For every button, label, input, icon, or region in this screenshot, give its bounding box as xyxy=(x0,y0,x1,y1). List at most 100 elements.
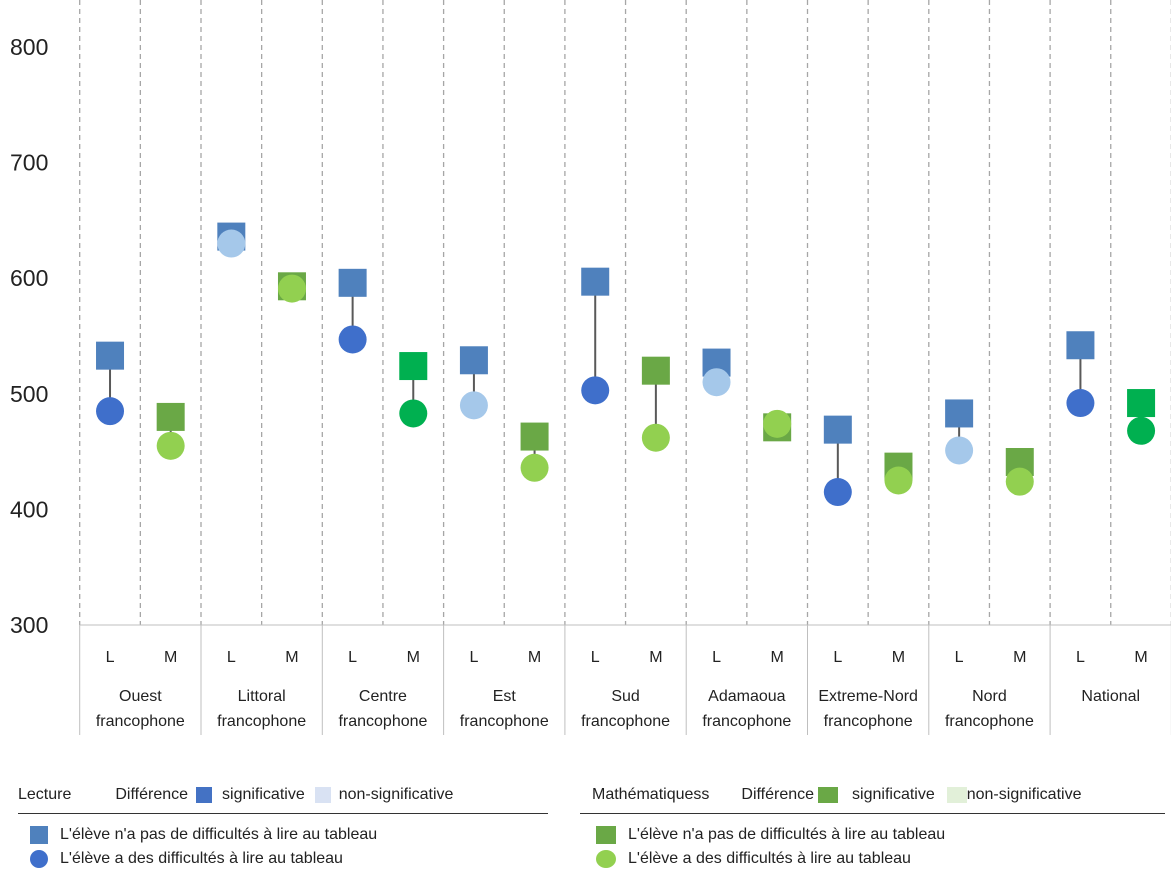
lecture-sans-difficulte-marker xyxy=(823,415,852,444)
math-avec-difficulte-marker xyxy=(156,431,185,460)
subject-tick-label: M xyxy=(1013,649,1026,666)
math-avec-difficulte-marker xyxy=(884,466,913,495)
legend-square-icon xyxy=(30,826,48,844)
legend-math-nonsig-swatch xyxy=(946,787,967,803)
legend-math-nonsig-label: non-significative xyxy=(966,786,1082,803)
math-sans-difficulte-marker xyxy=(641,356,670,385)
math-avec-difficulte-marker xyxy=(277,274,306,303)
grid-lines xyxy=(79,0,1171,625)
math-sans-difficulte-marker xyxy=(399,352,428,381)
region-label-line2: francophone xyxy=(702,713,791,730)
region-label-line2: francophone xyxy=(217,713,306,730)
lecture-avec-difficulte-marker xyxy=(459,391,488,420)
y-tick-label: 300 xyxy=(10,612,48,638)
lecture-avec-difficulte-marker xyxy=(217,229,246,258)
lecture-avec-difficulte-marker xyxy=(823,478,852,507)
legend-math-header: Mathématiquess Différence significative … xyxy=(592,786,1081,804)
region-label: Est xyxy=(493,688,517,705)
subject-tick-label: M xyxy=(164,649,177,666)
lecture-sans-difficulte-marker xyxy=(459,346,488,375)
math-sans-difficulte-marker xyxy=(156,402,185,431)
subject-tick-label: M xyxy=(285,649,298,666)
legend-lecture-nonsig-swatch xyxy=(314,787,331,803)
legend-lecture-nonsig-label: non-significative xyxy=(338,786,454,803)
lecture-sans-difficulte-marker xyxy=(1066,331,1095,360)
x-axis: L M Ouest francophone L M Littoral francophone L… xyxy=(79,624,1171,735)
lecture-sans-difficulte-marker xyxy=(581,267,610,296)
region-label: Centre xyxy=(359,688,407,705)
math-sans-difficulte-marker xyxy=(1127,389,1156,418)
math-avec-difficulte-marker xyxy=(1005,467,1034,496)
legend-lecture-avec-label: L'élève a des difficultés à lire au tabl… xyxy=(60,850,343,867)
subject-tick-label: L xyxy=(591,649,600,666)
region-label: Littoral xyxy=(238,688,286,705)
legend-lecture-sig-swatch xyxy=(196,787,213,803)
legend-math-sans: L'élève n'a pas de difficultés à lire au… xyxy=(596,826,945,844)
legend-math-sans-label: L'élève n'a pas de difficultés à lire au… xyxy=(628,826,946,843)
lecture-avec-difficulte-marker xyxy=(338,325,367,354)
lecture-avec-difficulte-marker xyxy=(702,368,731,397)
subject-tick-label: L xyxy=(955,649,964,666)
legend-math-difference: Différence xyxy=(741,786,815,803)
y-tick-label: 400 xyxy=(10,496,48,522)
lecture-avec-difficulte-marker xyxy=(1066,389,1095,418)
legend-math-avec-label: L'élève a des difficultés à lire au tabl… xyxy=(628,850,911,867)
math-avec-difficulte-marker xyxy=(641,423,670,452)
legend-circle-icon xyxy=(596,850,616,868)
region-label-line2: francophone xyxy=(460,713,549,730)
subject-tick-label: L xyxy=(469,649,478,666)
region-label-line2: francophone xyxy=(945,713,1034,730)
region-label-line2: francophone xyxy=(824,713,913,730)
y-tick-label: 500 xyxy=(10,381,48,407)
legend-lecture-sans-label: L'élève n'a pas de difficultés à lire au… xyxy=(60,826,378,843)
legend-lecture-divider xyxy=(18,813,548,814)
math-avec-difficulte-marker xyxy=(520,453,549,482)
subject-tick-label: M xyxy=(528,649,541,666)
subject-tick-label: L xyxy=(1076,649,1085,666)
legend-lecture-header: Lecture Différence significative non-sig… xyxy=(18,786,453,804)
legend-math-sig-label: significative xyxy=(852,786,935,803)
y-tick-label: 800 xyxy=(10,34,48,60)
y-axis: 300 400 500 600 700 800 xyxy=(10,34,48,638)
region-label-line2: francophone xyxy=(338,713,427,730)
lecture-sans-difficulte-marker xyxy=(945,399,974,428)
legend-lecture-difference: Différence xyxy=(115,786,189,803)
legend-math-sig-swatch xyxy=(818,787,839,803)
subject-tick-label: M xyxy=(407,649,420,666)
region-label: Ouest xyxy=(119,688,162,705)
region-label: National xyxy=(1081,688,1140,705)
legend-lecture-title: Lecture xyxy=(18,786,72,803)
subject-tick-label: M xyxy=(1134,649,1147,666)
math-sans-difficulte-marker xyxy=(520,422,549,451)
math-avec-difficulte-marker xyxy=(763,409,792,438)
lecture-avec-difficulte-marker xyxy=(945,436,974,465)
lecture-sans-difficulte-marker xyxy=(338,268,367,297)
region-label: Sud xyxy=(611,688,639,705)
lecture-avec-difficulte-marker xyxy=(581,376,610,405)
subject-tick-label: M xyxy=(771,649,784,666)
legend-square-icon xyxy=(596,826,616,844)
y-tick-label: 600 xyxy=(10,265,48,291)
legend-lecture-sig-label: significative xyxy=(222,786,305,803)
math-avec-difficulte-marker xyxy=(399,399,428,428)
region-label: Extreme-Nord xyxy=(818,688,918,705)
legend-math-avec: L'élève a des difficultés à lire au tabl… xyxy=(596,850,911,868)
subject-tick-label: L xyxy=(833,649,842,666)
subject-tick-label: M xyxy=(892,649,905,666)
legend-math-title: Mathématiquess xyxy=(592,786,710,803)
subject-tick-label: L xyxy=(348,649,357,666)
region-label-line2: francophone xyxy=(96,713,185,730)
legend-math-divider xyxy=(580,813,1165,814)
lecture-sans-difficulte-marker xyxy=(96,341,125,370)
subject-tick-label: L xyxy=(106,649,115,666)
region-label-line2: francophone xyxy=(581,713,670,730)
data-marks xyxy=(96,222,1156,507)
subject-tick-label: L xyxy=(712,649,721,666)
subject-tick-label: M xyxy=(649,649,662,666)
subject-tick-label: L xyxy=(227,649,236,666)
y-tick-label: 700 xyxy=(10,150,48,176)
legend-lecture-sans: L'élève n'a pas de difficultés à lire au… xyxy=(30,826,377,844)
region-label: Adamaoua xyxy=(708,688,785,705)
lecture-avec-difficulte-marker xyxy=(96,397,125,426)
